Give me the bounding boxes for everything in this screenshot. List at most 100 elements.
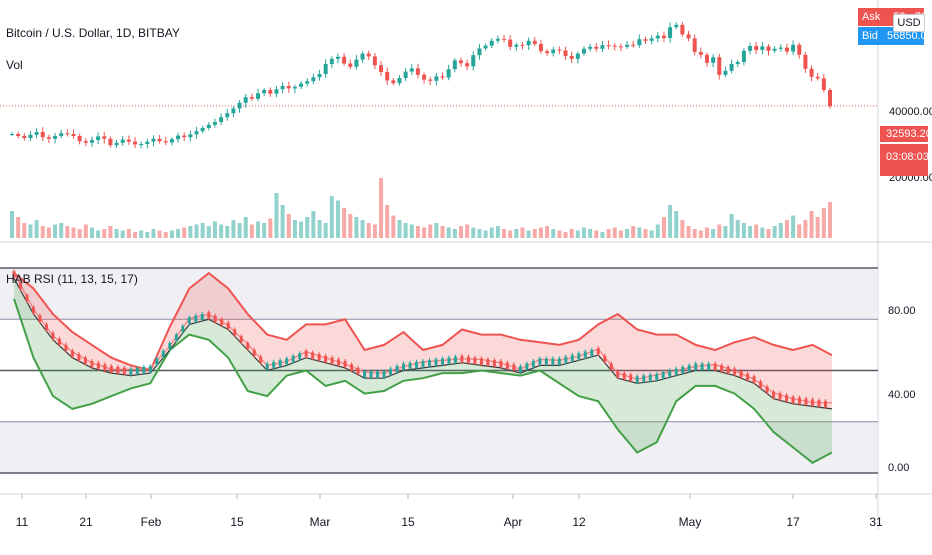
candle [280,82,285,94]
volume-bar [10,211,14,238]
candle [458,57,463,67]
candle-body [465,63,470,67]
indicator-title[interactable]: HAB RSI (11, 13, 15, 17) [6,272,138,286]
candle-body [206,124,211,128]
time-label: 15 [230,515,244,529]
volume-bar [145,232,150,238]
candle-body [280,86,285,90]
volume-bar [569,229,574,238]
ha-candle [525,361,529,372]
candle [778,44,783,52]
candle [766,44,771,56]
candle [772,46,777,54]
ha-candle-body [285,358,289,365]
candle-body [299,83,304,87]
candle [139,141,144,149]
ha-candle-body [824,401,828,408]
volume-bar [588,229,593,238]
candle-body [791,44,796,52]
candle [151,135,156,147]
candle-body [532,40,537,44]
volume-bar [28,224,33,238]
volume-bar [674,211,679,238]
volume-bar [231,220,236,238]
volume-title[interactable]: Vol [6,58,23,72]
volume-bar [169,230,174,238]
ha-candle [479,356,483,367]
ha-candle-series [12,269,828,410]
candle-body [34,132,39,135]
volume-bar [305,217,310,238]
ha-candle [18,281,22,292]
candle-body [581,48,586,54]
ha-candle-body [83,357,87,364]
volume-bar [409,224,414,238]
currency-button[interactable]: USD [893,14,925,32]
candle [538,39,543,54]
volume-bar [176,229,181,238]
volume-bar [704,227,709,238]
ha-candle [77,352,81,363]
ha-candle-body [70,350,74,357]
volume-bar [379,178,384,238]
symbol-title[interactable]: Bitcoin / U.S. Dollar, 1D, BITBAY [6,26,180,40]
ha-candle [343,358,347,369]
volume-bar [256,221,261,238]
volume-bar [163,232,168,238]
volume-bar [545,226,550,238]
volume-bar [748,226,753,238]
ha-candle [142,364,146,375]
candle-body [502,38,507,40]
candle-body [286,86,291,89]
volume-bar [551,229,556,238]
volume-bar [385,205,390,238]
volume-bar [372,224,377,238]
candle-body [379,65,384,72]
candle [102,131,107,144]
ha-candle [655,371,659,382]
ha-candle-body [226,322,230,329]
ha-candle-body [291,355,295,362]
volume-bar [71,227,76,238]
volume-bar [452,229,457,238]
candle-body [231,108,236,114]
candle [145,138,150,149]
ha-candle [739,369,743,380]
volume-bar [428,224,433,238]
ha-candle [798,395,802,406]
ha-candle-body [479,358,483,365]
candle-body [188,134,193,138]
ha-candle [187,315,191,326]
candle-body [40,132,45,138]
volume-bar [495,226,500,238]
rsi-tick-label: 0.00 [888,462,909,474]
volume-bar [46,227,51,238]
candle-body [458,60,463,64]
ha-candle-body [200,313,204,320]
volume-bar [815,217,820,238]
ha-candle-body [622,372,626,379]
volume-bar [606,229,611,238]
ha-candle [233,327,237,338]
volume-bar [532,229,537,238]
ha-candle [116,364,120,375]
ha-candle-body [135,367,139,374]
ha-candle [609,361,613,372]
candle [200,125,205,134]
ha-candle [577,351,581,362]
candle [668,22,673,43]
candle-body [618,46,623,48]
volume-bar [34,220,39,238]
ha-candle-body [564,356,568,363]
candle-body [65,133,70,135]
candle [741,47,746,66]
volume-bar [360,220,365,238]
candle [754,42,759,55]
ha-candle-body [674,368,678,375]
ha-candle-body [298,353,302,360]
time-label: 11 [16,515,29,529]
candle [452,58,457,73]
candle-body [821,78,826,90]
ha-candle [629,372,633,383]
